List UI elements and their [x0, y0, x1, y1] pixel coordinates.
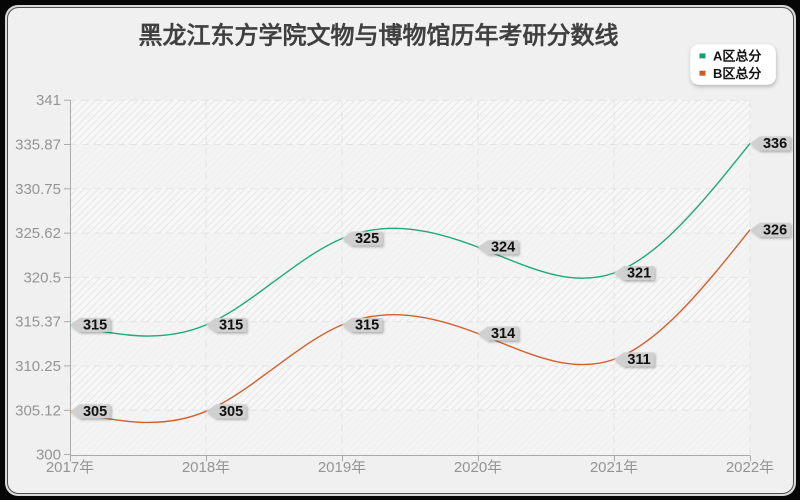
- svg-text:2021年: 2021年: [590, 459, 638, 476]
- svg-text:2022年: 2022年: [726, 459, 774, 476]
- svg-text:325: 325: [355, 231, 379, 247]
- svg-text:305: 305: [83, 404, 107, 420]
- svg-text:315: 315: [355, 317, 379, 333]
- svg-text:A区总分: A区总分: [713, 49, 761, 64]
- svg-text:314: 314: [491, 326, 515, 342]
- svg-text:315: 315: [83, 317, 107, 333]
- svg-text:341: 341: [36, 92, 61, 109]
- svg-text:335.87: 335.87: [15, 137, 61, 154]
- svg-text:325.62: 325.62: [15, 225, 61, 242]
- svg-text:320.5: 320.5: [23, 269, 61, 286]
- svg-text:311: 311: [627, 352, 650, 368]
- svg-text:315.37: 315.37: [15, 314, 61, 331]
- svg-text:2017年: 2017年: [46, 459, 94, 476]
- svg-text:2018年: 2018年: [182, 459, 230, 476]
- svg-text:2020年: 2020年: [454, 459, 502, 476]
- svg-text:300: 300: [36, 447, 61, 464]
- svg-text:326: 326: [763, 222, 787, 238]
- svg-text:324: 324: [491, 240, 515, 256]
- svg-text:黑龙江东方学院文物与博物馆历年考研分数线: 黑龙江东方学院文物与博物馆历年考研分数线: [139, 22, 619, 50]
- svg-text:336: 336: [763, 136, 787, 152]
- svg-text:B区总分: B区总分: [713, 66, 761, 81]
- svg-text:305.12: 305.12: [15, 402, 61, 419]
- svg-text:2019年: 2019年: [318, 459, 366, 476]
- svg-text:330.75: 330.75: [15, 181, 61, 198]
- svg-text:315: 315: [219, 317, 243, 333]
- svg-text:305: 305: [219, 404, 243, 420]
- svg-text:310.25: 310.25: [15, 358, 61, 375]
- svg-text:321: 321: [627, 266, 651, 282]
